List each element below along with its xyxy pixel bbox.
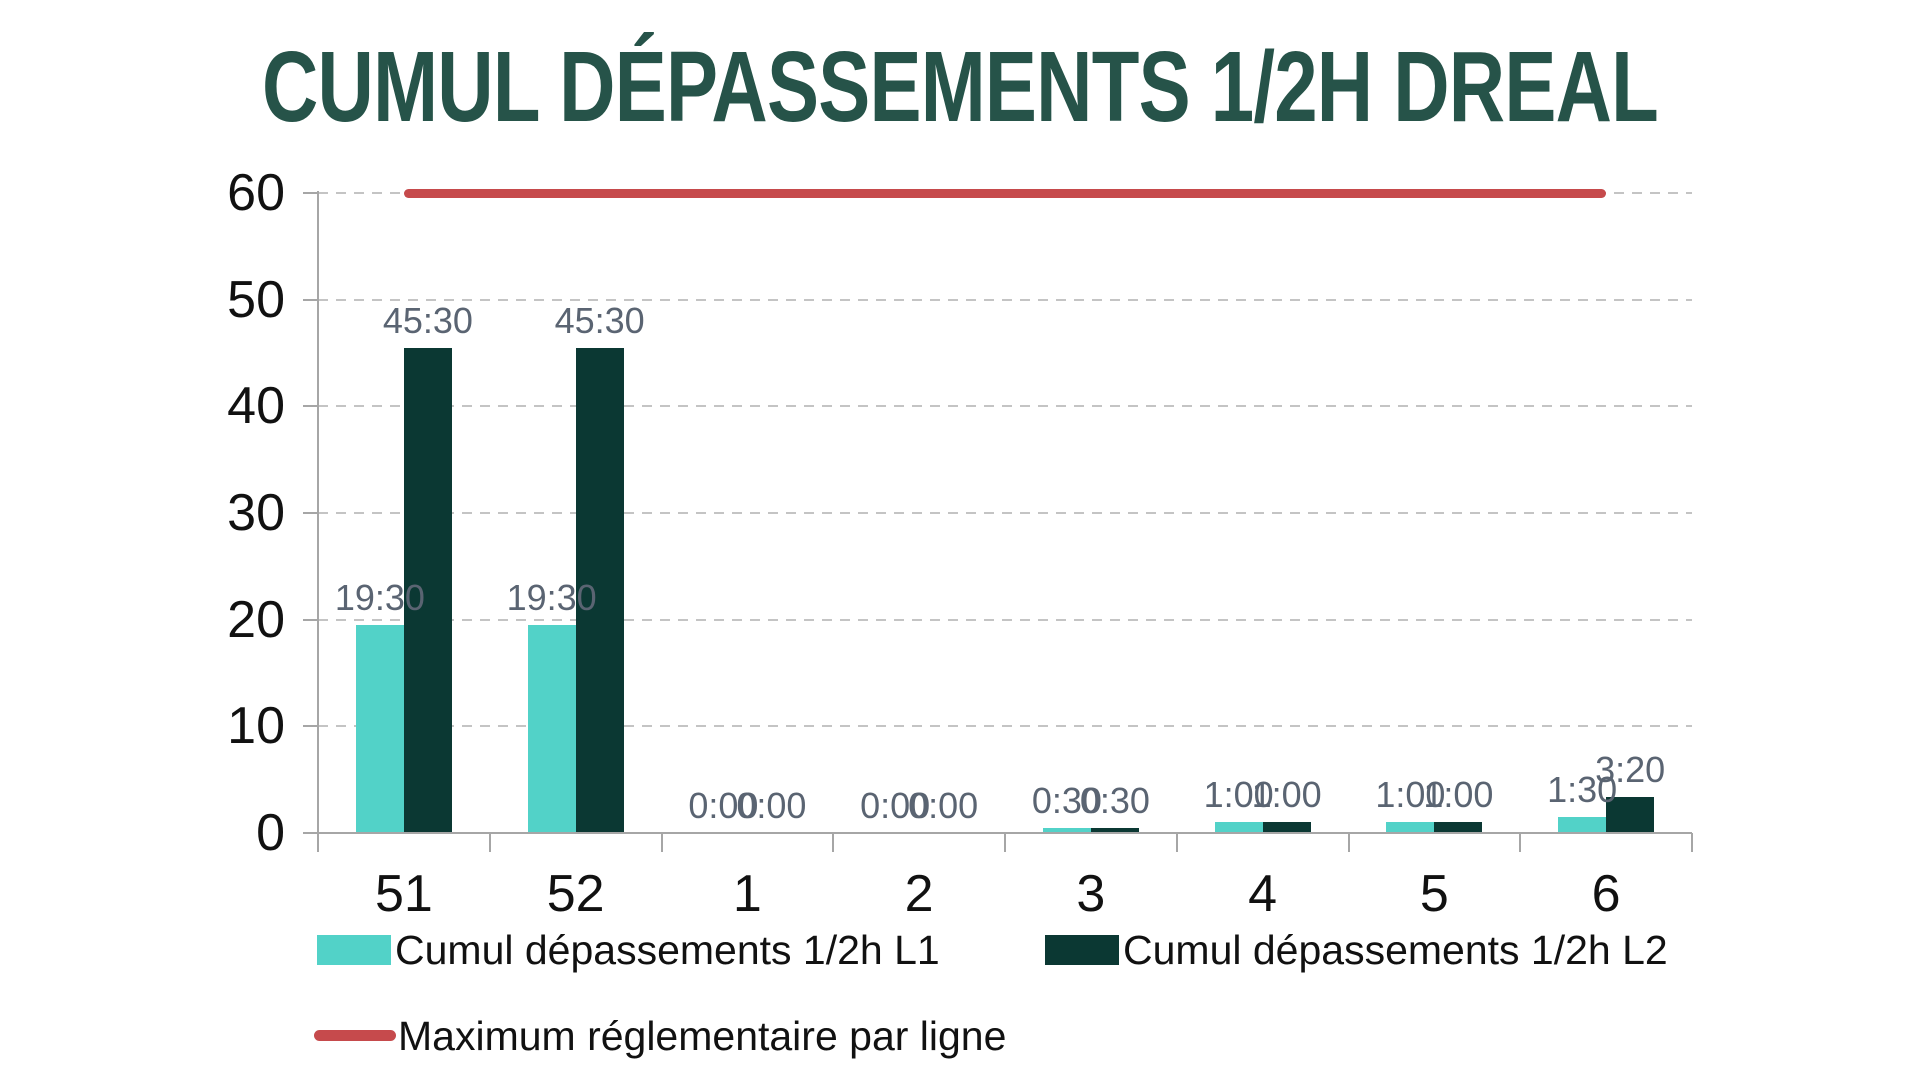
- y-axis-label-10: 10: [227, 697, 285, 756]
- legend-label-l1: Cumul dépassements 1/2h L1: [395, 927, 940, 973]
- data-label-l2-week-1: 0:00: [736, 785, 807, 826]
- x-axis-label-week-1: 1: [732, 865, 762, 923]
- bar-l2-week-52: [575, 347, 624, 833]
- legend-swatch-max-line: [314, 1030, 396, 1041]
- x-tick-8: [1691, 833, 1693, 852]
- y-tick-50: [303, 298, 318, 301]
- data-label-l1-week-52: 19:30: [506, 577, 597, 618]
- data-label-l2-week-3: 0:30: [1079, 779, 1150, 821]
- y-axis-label-60: 60: [227, 164, 285, 222]
- x-axis-label-week-51: 51: [374, 865, 433, 923]
- data-label-l1-week-2: 0:00: [860, 785, 931, 826]
- x-axis-label-week-6: 6: [1591, 865, 1621, 923]
- x-tick-2: [660, 833, 663, 852]
- data-label-l1-week-3: 0:30: [1031, 779, 1102, 821]
- bar-l1-week-4: [1214, 822, 1263, 833]
- bar-l1-week-52: [527, 625, 576, 833]
- bar-l2-week-6: [1606, 797, 1655, 833]
- legend-label-l2: Cumul dépassements 1/2h L2: [1123, 927, 1668, 973]
- y-axis-line: [317, 191, 319, 852]
- bar-l2-week-4: [1262, 822, 1311, 833]
- x-axis-line: [303, 832, 1692, 834]
- gridline-y40: [318, 405, 1692, 408]
- x-axis-label-week-4: 4: [1248, 865, 1278, 923]
- data-label-l2-week-5: 1:00: [1423, 774, 1494, 816]
- y-tick-10: [303, 725, 318, 728]
- y-axis-label-30: 30: [227, 484, 285, 542]
- data-label-l1-week-1: 0:00: [688, 785, 759, 826]
- x-tick-6: [1347, 833, 1350, 852]
- x-axis-label-week-5: 5: [1419, 865, 1449, 923]
- data-label-l1-week-51: 19:30: [334, 577, 425, 618]
- y-axis-label-0: 0: [256, 804, 285, 862]
- y-axis-label-50: 50: [227, 270, 285, 329]
- legend-swatch-l2: [1045, 935, 1119, 965]
- max-regulatory-line: [403, 188, 1607, 198]
- y-axis-label-20: 20: [227, 590, 285, 649]
- chart-title: CUMUL DÉPASSEMENTS 1/2H DREAL: [261, 31, 1659, 143]
- bar-l1-week-5: [1386, 822, 1435, 833]
- x-tick-3: [832, 833, 835, 852]
- y-tick-20: [303, 618, 318, 621]
- y-tick-60: [303, 192, 318, 194]
- bar-l1-week-51: [355, 625, 404, 833]
- x-tick-7: [1519, 833, 1522, 852]
- y-tick-30: [303, 512, 318, 514]
- legend-swatch-l1: [317, 935, 391, 965]
- x-tick-5: [1175, 833, 1178, 852]
- bar-l1-week-6: [1558, 817, 1607, 833]
- x-axis-label-week-2: 2: [904, 865, 934, 923]
- data-label-l2-week-6: 3:20: [1595, 749, 1666, 791]
- data-label-l2-week-2: 0:00: [908, 785, 979, 826]
- gridline-y20: [318, 618, 1692, 621]
- data-label-l1-week-4: 1:00: [1203, 774, 1274, 816]
- x-tick-1: [488, 833, 491, 852]
- data-label-l2-week-51: 45:30: [382, 299, 473, 341]
- data-label-l1-week-5: 1:00: [1375, 774, 1446, 816]
- legend-label-max-line: Maximum réglementaire par ligne: [398, 1013, 1007, 1059]
- x-axis-label-week-3: 3: [1076, 865, 1106, 923]
- bar-l2-week-5: [1434, 822, 1483, 833]
- bar-l2-week-51: [403, 347, 452, 833]
- gridline-y30: [318, 512, 1692, 514]
- x-tick-4: [1004, 833, 1006, 852]
- data-label-l2-week-52: 45:30: [554, 299, 645, 341]
- y-axis-label-40: 40: [227, 377, 285, 436]
- gridline-y50: [318, 298, 1692, 301]
- gridline-y10: [318, 725, 1692, 728]
- bar-l1-week-3: [1042, 827, 1091, 833]
- data-label-l2-week-4: 1:00: [1251, 774, 1322, 816]
- bar-l2-week-3: [1090, 827, 1139, 833]
- y-tick-40: [303, 405, 318, 408]
- data-label-l1-week-6: 1:30: [1547, 769, 1618, 810]
- x-axis-label-week-52: 52: [546, 865, 605, 923]
